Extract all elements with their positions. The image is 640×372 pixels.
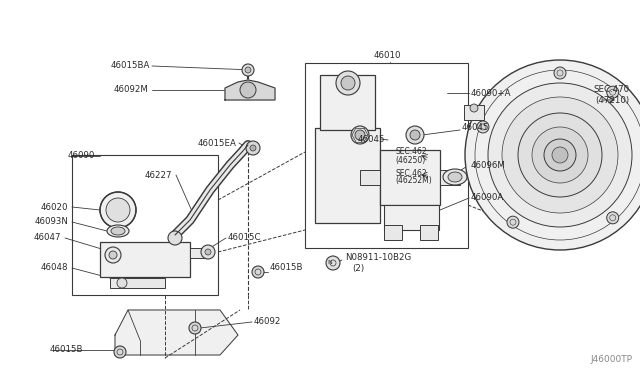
Text: 46015BA: 46015BA — [111, 61, 150, 71]
Text: 46047: 46047 — [33, 234, 61, 243]
Text: (47210): (47210) — [595, 96, 629, 105]
Bar — [72, 155, 218, 295]
Circle shape — [201, 245, 215, 259]
Text: (2): (2) — [352, 263, 364, 273]
Circle shape — [502, 97, 618, 213]
Circle shape — [552, 147, 568, 163]
Circle shape — [410, 130, 420, 140]
Bar — [190, 248, 208, 258]
Circle shape — [245, 67, 251, 73]
Text: J46000TP: J46000TP — [590, 355, 632, 364]
Text: 46020: 46020 — [40, 202, 68, 212]
Bar — [360, 170, 380, 185]
Text: (46250): (46250) — [395, 155, 425, 164]
Circle shape — [114, 346, 126, 358]
Bar — [384, 205, 439, 230]
Bar — [420, 225, 438, 240]
Text: 46015C: 46015C — [228, 234, 262, 243]
Text: 46015B: 46015B — [50, 346, 83, 355]
Circle shape — [341, 76, 355, 90]
Circle shape — [189, 322, 201, 334]
Polygon shape — [115, 310, 238, 355]
Circle shape — [607, 86, 619, 98]
Text: 46092M: 46092M — [113, 86, 148, 94]
Text: 46227: 46227 — [145, 170, 172, 180]
Text: 46096M: 46096M — [471, 160, 506, 170]
Bar — [100, 242, 190, 277]
Circle shape — [470, 104, 478, 112]
Text: 46048: 46048 — [40, 263, 68, 273]
Text: SEC.470: SEC.470 — [593, 86, 629, 94]
Circle shape — [252, 266, 264, 278]
Circle shape — [205, 249, 211, 255]
Circle shape — [336, 71, 360, 95]
Circle shape — [105, 247, 121, 263]
Text: 46090A: 46090A — [471, 193, 504, 202]
Circle shape — [240, 82, 256, 98]
Circle shape — [477, 121, 489, 133]
Text: 46045: 46045 — [462, 124, 490, 132]
Circle shape — [117, 278, 127, 288]
Circle shape — [554, 67, 566, 79]
Bar — [464, 105, 484, 120]
Circle shape — [488, 83, 632, 227]
Bar — [305, 63, 468, 248]
Circle shape — [326, 256, 340, 270]
Text: SEC.462: SEC.462 — [395, 169, 427, 177]
Circle shape — [100, 192, 136, 228]
Text: SEC.462: SEC.462 — [395, 148, 427, 157]
Text: N08911-10B2G: N08911-10B2G — [345, 253, 412, 263]
Bar — [320, 75, 375, 130]
Ellipse shape — [443, 169, 467, 185]
Text: 46015B: 46015B — [270, 263, 303, 273]
Circle shape — [544, 139, 576, 171]
Text: 46092: 46092 — [254, 317, 282, 327]
Circle shape — [406, 126, 424, 144]
Ellipse shape — [111, 227, 125, 235]
Bar — [384, 225, 402, 240]
Circle shape — [246, 141, 260, 155]
Circle shape — [465, 60, 640, 250]
Text: 46090+A: 46090+A — [471, 89, 511, 97]
Circle shape — [250, 145, 256, 151]
Text: 46015EA: 46015EA — [197, 138, 236, 148]
Text: (46252M): (46252M) — [395, 176, 432, 186]
Circle shape — [607, 212, 619, 224]
Bar — [440, 170, 460, 185]
Text: 46045: 46045 — [358, 135, 385, 144]
Bar — [380, 150, 440, 205]
Text: 46090: 46090 — [68, 151, 95, 160]
Polygon shape — [225, 80, 275, 100]
Ellipse shape — [107, 225, 129, 237]
Circle shape — [168, 231, 182, 245]
Circle shape — [106, 198, 130, 222]
Circle shape — [518, 113, 602, 197]
Circle shape — [109, 251, 117, 259]
Circle shape — [355, 130, 365, 140]
Bar — [110, 278, 165, 288]
Text: 46093N: 46093N — [34, 218, 68, 227]
Circle shape — [351, 126, 369, 144]
Ellipse shape — [448, 172, 462, 182]
Bar — [315, 128, 380, 223]
Circle shape — [242, 64, 254, 76]
Circle shape — [532, 127, 588, 183]
Circle shape — [507, 216, 519, 228]
Text: N: N — [328, 260, 332, 266]
Text: 46010: 46010 — [373, 51, 401, 60]
